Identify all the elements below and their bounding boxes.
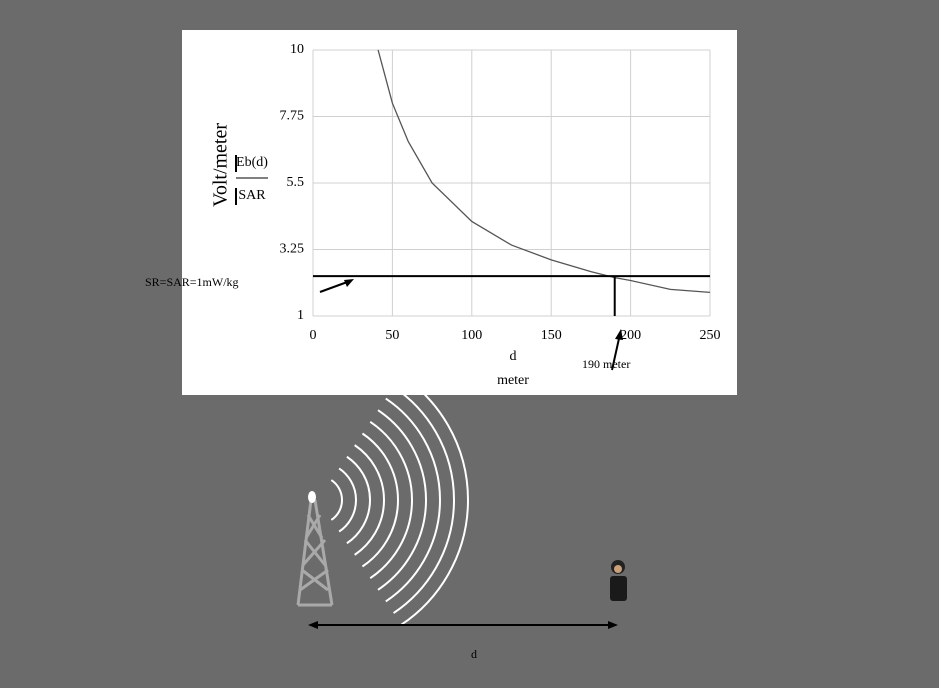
y-tick-label: 7.75 bbox=[280, 109, 305, 124]
radio-waves bbox=[330, 374, 469, 626]
x-tick-label: 250 bbox=[700, 328, 721, 343]
tower bbox=[296, 499, 334, 607]
arrowhead bbox=[308, 621, 318, 629]
y-tick-label: 3.25 bbox=[280, 242, 305, 257]
arrow bbox=[319, 280, 351, 293]
y-tick-label: 10 bbox=[290, 42, 304, 57]
x-tick-label: 200 bbox=[620, 328, 641, 343]
wave-arc bbox=[346, 455, 371, 545]
series-line bbox=[377, 49, 711, 294]
chart-panel bbox=[182, 30, 737, 395]
x-axis-title: meter bbox=[497, 373, 529, 388]
arrowhead bbox=[344, 279, 354, 287]
x-tick-label: 100 bbox=[461, 328, 482, 343]
x-tick-label: 150 bbox=[541, 328, 562, 343]
wave-arc bbox=[385, 397, 441, 603]
y-axis-title: Volt/meter bbox=[210, 123, 232, 207]
wave-arc bbox=[330, 479, 343, 521]
wave-arc bbox=[354, 444, 385, 556]
arrowhead bbox=[615, 329, 623, 340]
person bbox=[610, 560, 627, 601]
tower-light bbox=[308, 491, 316, 503]
wave-arc bbox=[377, 409, 427, 591]
threshold-label: SR=SAR=1mW/kg bbox=[145, 275, 239, 289]
wave-arc bbox=[361, 432, 400, 568]
marker-label: 190 meter bbox=[582, 357, 630, 371]
distance-label: d bbox=[471, 647, 477, 661]
wave-arc bbox=[393, 386, 456, 614]
wave-arc bbox=[369, 421, 413, 579]
arrowhead bbox=[608, 621, 618, 629]
legend-entry: Eb(d) bbox=[236, 155, 268, 170]
x-axis-title: d bbox=[510, 349, 517, 364]
y-tick-label: 1 bbox=[297, 308, 304, 323]
legend-entry: SAR bbox=[238, 188, 266, 203]
wave-arc bbox=[400, 374, 469, 626]
wave-arc bbox=[338, 467, 357, 533]
x-tick-label: 0 bbox=[310, 328, 317, 343]
x-tick-label: 50 bbox=[385, 328, 399, 343]
arrow bbox=[611, 333, 621, 371]
y-tick-label: 5.5 bbox=[287, 175, 305, 190]
